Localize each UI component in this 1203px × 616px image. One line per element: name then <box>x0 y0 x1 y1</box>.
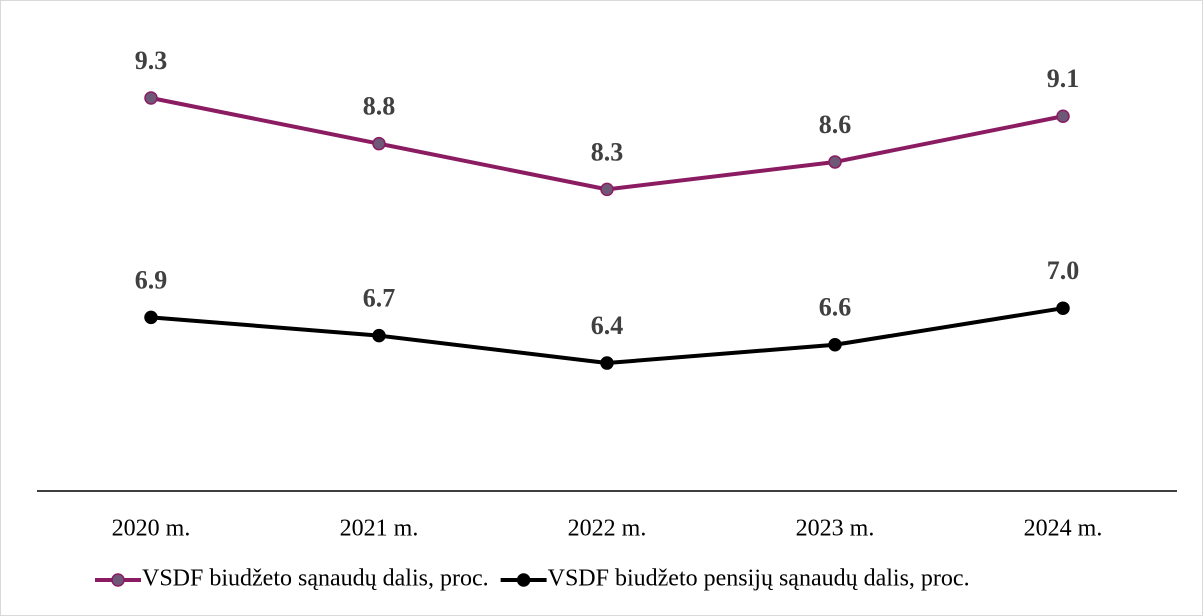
x-tick-label: 2021 m. <box>340 516 419 542</box>
data-label: 6.9 <box>135 265 168 294</box>
point <box>144 310 158 325</box>
x-tick-label: 2023 m. <box>796 516 875 542</box>
point <box>600 356 614 370</box>
point <box>372 136 386 151</box>
legend-marker <box>111 573 125 587</box>
legend-label: VSDF biudžeto pensijų sąnaudų dalis, pro… <box>548 566 970 592</box>
point <box>828 338 842 352</box>
point <box>600 182 614 197</box>
data-label: 9.3 <box>135 46 168 75</box>
data-label: 8.6 <box>819 110 852 139</box>
legend-marker <box>516 573 531 587</box>
data-label: 6.7 <box>363 284 396 313</box>
data-label: 8.3 <box>591 137 624 166</box>
data-label: 6.4 <box>591 311 624 340</box>
data-label: 9.1 <box>1047 64 1080 93</box>
point <box>372 328 386 343</box>
point <box>1056 301 1070 315</box>
legend-label: VSDF biudžeto sąnaudų dalis, proc. <box>142 566 489 592</box>
point <box>144 91 158 105</box>
data-label: 8.8 <box>363 92 396 121</box>
data-label: 6.6 <box>819 293 852 322</box>
data-label: 7.0 <box>1047 256 1080 285</box>
x-tick-label: 2024 m. <box>1024 516 1103 542</box>
x-tick-label: 2020 m. <box>112 516 191 542</box>
point <box>828 155 842 169</box>
x-tick-label: 2022 m. <box>568 516 647 542</box>
point <box>1056 109 1070 124</box>
